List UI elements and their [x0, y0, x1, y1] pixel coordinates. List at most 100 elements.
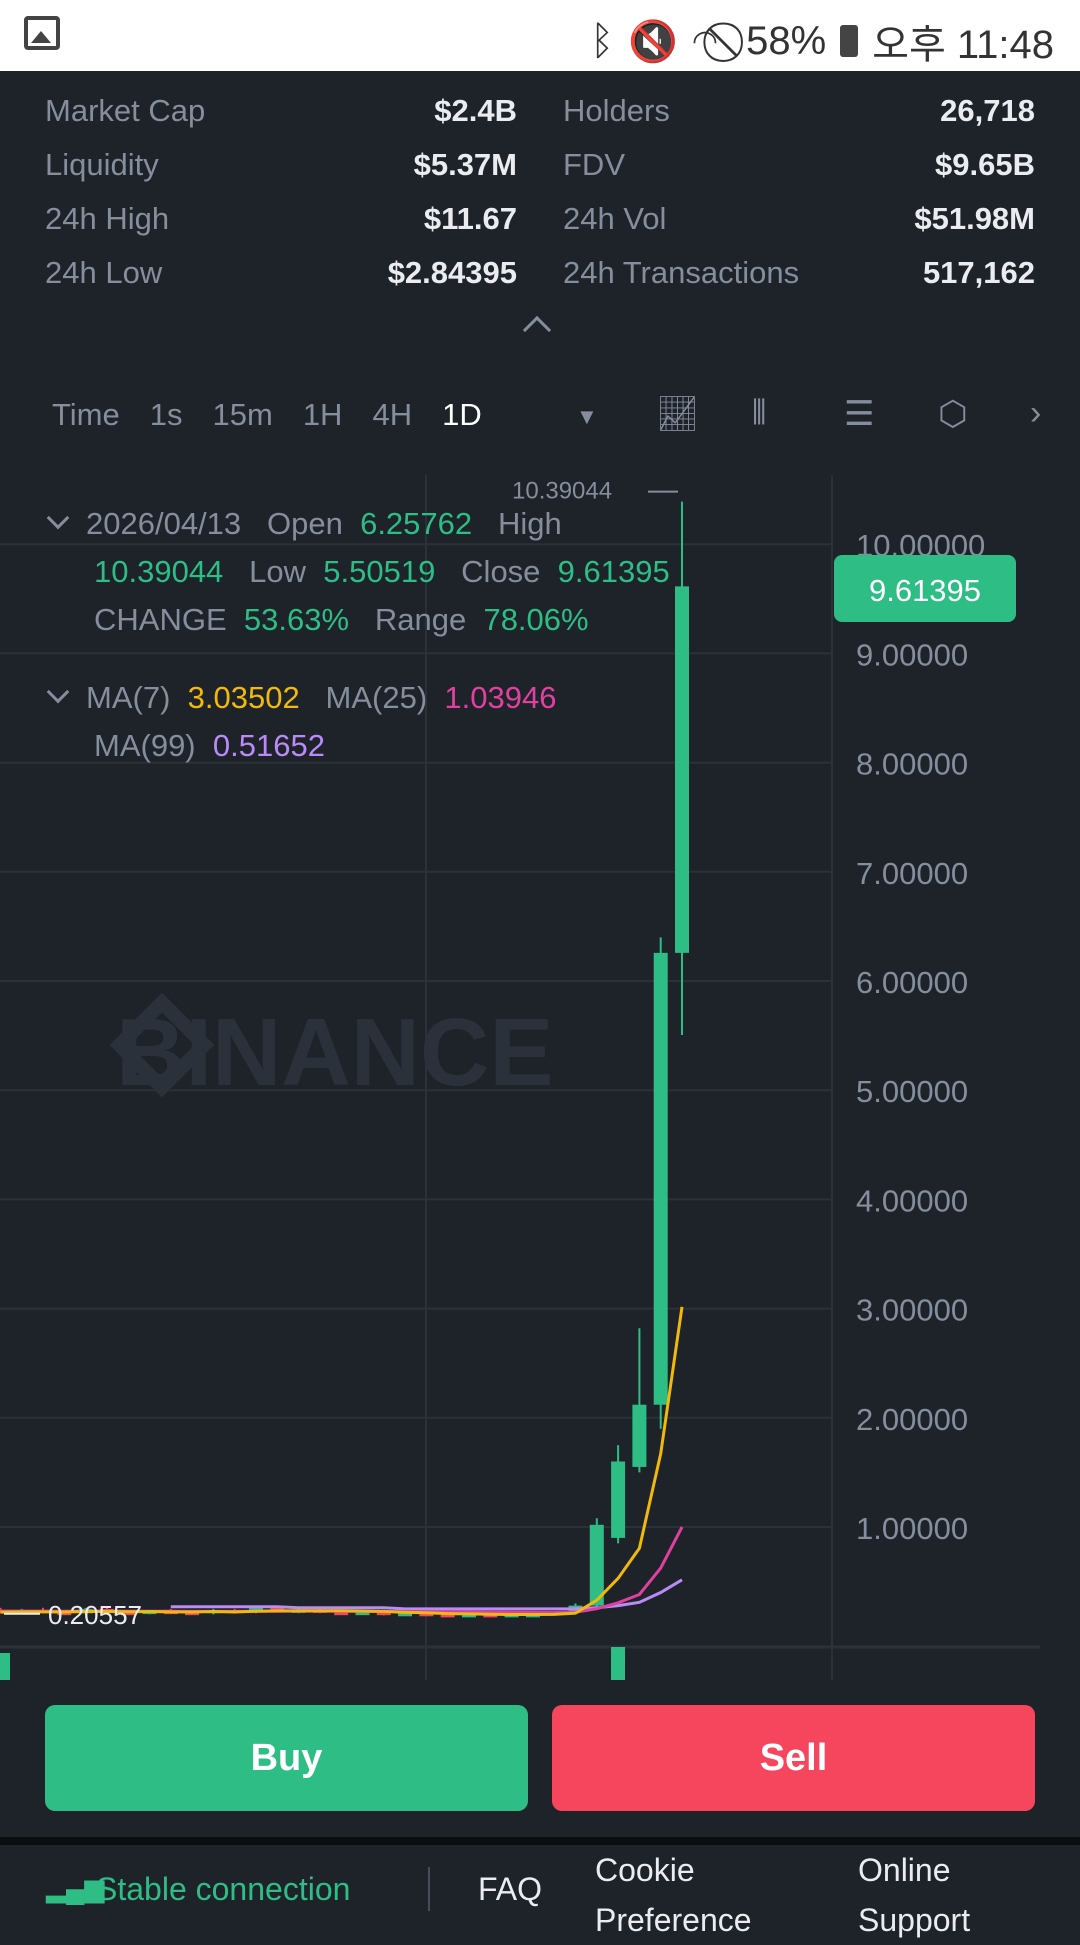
candle-body: [355, 1612, 370, 1616]
scroll-right-icon[interactable]: ›: [1030, 394, 1042, 432]
stat-value: $2.84395: [387, 255, 517, 290]
candlestick-icon[interactable]: ⫴: [752, 394, 767, 432]
interval-toolbar: Time 1s 15m 1H 4H 1D: [52, 390, 1080, 440]
stat-value: $11.67: [423, 201, 517, 236]
stat-value: $51.98M: [914, 201, 1035, 236]
divider: [428, 1867, 430, 1911]
interval-4h[interactable]: 4H: [372, 397, 413, 432]
ma7-value: 3.03502: [187, 680, 300, 715]
last-price-label: 9.61395: [869, 573, 981, 608]
clock: 오후 11:48: [872, 23, 1054, 67]
hexagon-icon[interactable]: ⬡: [938, 395, 968, 433]
cookie-preference-link[interactable]: Cookie Preference: [595, 1852, 752, 1938]
y-tick-label: 4.00000: [856, 1183, 968, 1218]
stat-value: 517,162: [922, 255, 1035, 290]
collapse-ohlc-icon[interactable]: [46, 506, 70, 530]
candle-body: [57, 1612, 72, 1616]
stat-label: 24h Low: [45, 255, 163, 290]
stat-value: 26,718: [940, 93, 1035, 128]
interval-15m[interactable]: 15m: [212, 397, 273, 432]
stat-label: 24h Vol: [563, 201, 667, 236]
stat-label: 24h Transactions: [563, 255, 800, 290]
open-label: Open: [267, 506, 343, 541]
change-label: CHANGE: [94, 602, 227, 637]
y-tick-label: 6.00000: [856, 965, 968, 1000]
stat-label: FDV: [563, 147, 625, 182]
vibrate-mute-icon: 🔇: [628, 19, 678, 64]
y-tick-label: 1.00000: [856, 1511, 968, 1546]
low-label: Low: [249, 554, 307, 589]
high-marker: 10.39044: [512, 478, 612, 505]
battery-icon: [840, 25, 859, 57]
candle-body: [334, 1612, 349, 1616]
candle-body: [121, 1612, 136, 1616]
candle-date: 2026/04/13: [86, 506, 242, 541]
y-tick-label: 2.00000: [856, 1402, 968, 1437]
candle-body: [483, 1614, 498, 1618]
collapse-ma-icon[interactable]: [46, 680, 70, 704]
interval-1h[interactable]: 1H: [302, 397, 343, 432]
ma7-label: MA(7): [86, 680, 171, 715]
ma-line-2: MA(99) 0.51652: [94, 728, 325, 764]
candle-body: [462, 1614, 476, 1618]
ohlc-overlay: 2026/04/13 Open 6.25762 High: [46, 506, 562, 542]
stat-value: $2.4B: [434, 93, 517, 128]
stat-label: Liquidity: [45, 147, 159, 182]
ohlc-line-3: CHANGE 53.63% Range 78.06%: [94, 602, 589, 638]
y-tick-label: 8.00000: [856, 747, 968, 782]
candle-body: [185, 1612, 200, 1616]
y-tick-label: 5.00000: [856, 1074, 968, 1109]
low-marker: 0.20557: [48, 1600, 142, 1630]
price-chart[interactable]: 10.000009.000008.000007.000006.000005.00…: [0, 475, 1080, 1680]
image-icon: [24, 16, 60, 50]
status-bar: ᛒ 🔇 ◠ ⃠ 58% 오후 11:48: [0, 0, 1080, 71]
candle-body: [611, 1461, 626, 1538]
range-label: Range: [374, 602, 467, 637]
y-tick-label: 9.00000: [856, 637, 968, 672]
y-tick-label: 7.00000: [856, 856, 968, 891]
change-value: 53.63%: [243, 602, 350, 637]
online-support-link[interactable]: Online Support: [858, 1852, 971, 1938]
ma99-label: MA(99): [94, 728, 196, 763]
volume-bar: [0, 1653, 10, 1680]
more-intervals-dropdown-icon[interactable]: ▼: [576, 404, 598, 429]
wifi-icon: ◠: [691, 24, 719, 58]
stat-label: Holders: [563, 93, 670, 128]
candle-body: [270, 1606, 285, 1612]
candle-body: [398, 1613, 413, 1617]
candle-body: [376, 1612, 391, 1616]
collapse-chevron-icon[interactable]: [522, 315, 552, 345]
candle-body: [440, 1614, 455, 1618]
chart-settings-icon[interactable]: ☰: [844, 395, 875, 433]
ma25-label: MA(25): [325, 680, 428, 715]
buy-button[interactable]: Buy: [45, 1705, 528, 1811]
ohlc-line-2: 10.39044 Low 5.50519 Close 9.61395: [94, 554, 670, 590]
ma99-value: 0.51652: [212, 728, 325, 763]
candle-body: [589, 1524, 604, 1606]
signal-icon: ▂▄▆: [46, 1873, 105, 1903]
candle-body: [675, 586, 689, 953]
stat-label: Market Cap: [45, 93, 206, 128]
ma7-line: [0, 1306, 684, 1617]
stat-label: 24h High: [45, 201, 170, 236]
connection-status: Stable connection: [96, 1871, 351, 1907]
ma-overlay: MA(7) 3.03502 MA(25) 1.03946: [46, 680, 556, 716]
battery-percent: 58%: [746, 18, 827, 63]
interval-1s[interactable]: 1s: [149, 397, 183, 432]
interval-time[interactable]: Time: [52, 397, 120, 432]
candle-body: [419, 1613, 434, 1617]
interval-1d[interactable]: 1D: [442, 397, 482, 432]
stat-value: $5.37M: [413, 147, 517, 182]
ma25-value: 1.03946: [444, 680, 557, 715]
sell-button[interactable]: Sell: [552, 1705, 1035, 1811]
volume-bar: [611, 1647, 625, 1680]
low-value: 5.50519: [323, 554, 436, 589]
indicator-chart-icon[interactable]: 📈︎: [656, 395, 700, 433]
close-value: 9.61395: [557, 554, 670, 589]
high-label: High: [497, 506, 562, 541]
stat-value: $9.65B: [935, 147, 1035, 182]
open-value: 6.25762: [360, 506, 473, 541]
candle-body: [632, 1404, 647, 1467]
close-label: Close: [461, 554, 541, 589]
faq-link[interactable]: FAQ: [478, 1871, 543, 1907]
